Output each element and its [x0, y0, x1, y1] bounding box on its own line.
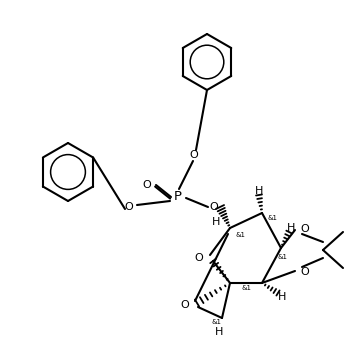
Text: O: O: [190, 150, 198, 160]
Text: &1: &1: [235, 232, 245, 238]
Text: O: O: [195, 253, 203, 263]
Text: O: O: [301, 224, 309, 234]
Text: O: O: [209, 202, 218, 212]
Text: H: H: [278, 292, 286, 302]
Text: O: O: [125, 202, 133, 212]
Text: O: O: [301, 267, 309, 277]
Text: H: H: [212, 217, 220, 227]
Text: H: H: [287, 223, 295, 233]
Text: H: H: [255, 186, 263, 196]
Text: &1: &1: [278, 254, 288, 260]
Text: O: O: [181, 300, 189, 310]
Text: O: O: [143, 180, 151, 190]
Text: &1: &1: [212, 319, 222, 325]
Text: P: P: [174, 190, 182, 204]
Text: H: H: [215, 327, 223, 337]
Text: &1: &1: [267, 215, 277, 221]
Text: &1: &1: [241, 285, 251, 291]
